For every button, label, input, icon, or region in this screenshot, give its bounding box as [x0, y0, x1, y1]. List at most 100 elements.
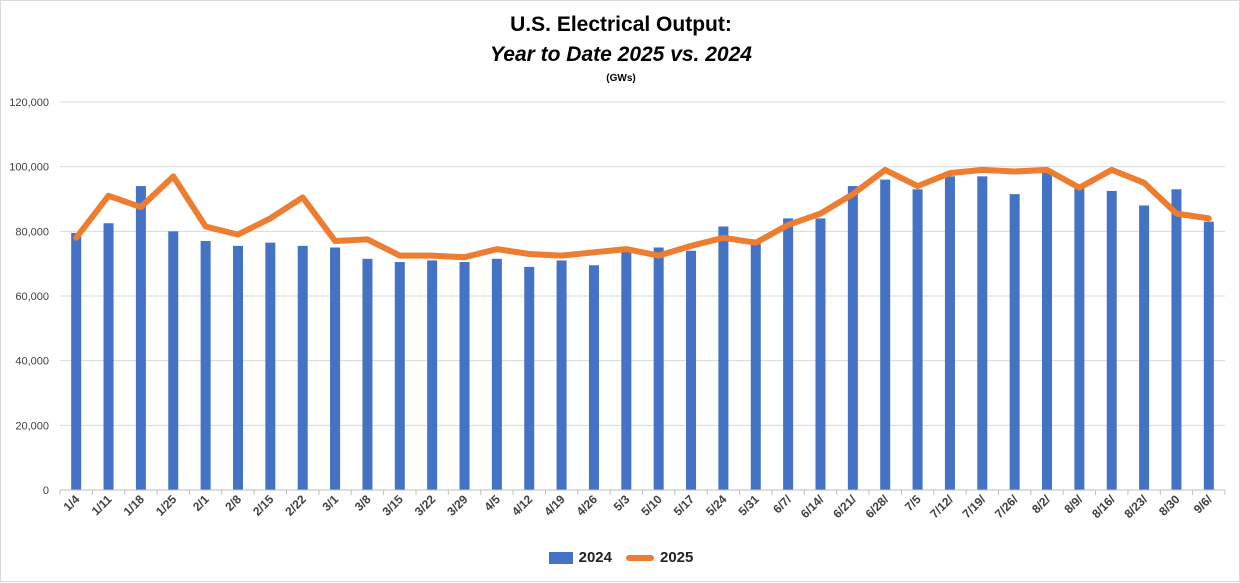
point-2025	[561, 255, 563, 257]
point-2025	[464, 256, 466, 258]
point-2025	[140, 206, 142, 208]
bar-2024	[491, 258, 502, 490]
legend-item-2024: 2024	[548, 549, 612, 566]
x-tick-label: 4/12	[509, 492, 536, 519]
y-tick-label: 20,000	[15, 420, 49, 432]
x-axis: 1/4 1/11 1/18 1/25 2/1 2/8 2/15 2/22 3/1 3/8 3/15 3…	[59, 489, 1226, 521]
y-tick-label: 60,000	[15, 291, 49, 303]
x-tick-label: 7/5	[902, 492, 924, 514]
bar-2024	[330, 247, 341, 490]
chart-title: U.S. Electrical Output:	[510, 13, 732, 36]
x-tick-label: 7/26/	[992, 492, 1021, 521]
x-tick-label: 5/24	[703, 492, 730, 519]
bar-2024	[168, 231, 179, 491]
point-2025	[625, 248, 627, 250]
x-tick-label: 3/29	[444, 492, 471, 519]
point-2025	[1143, 182, 1145, 184]
bar-2024	[912, 189, 923, 491]
x-tick-label: 5/10	[638, 492, 665, 519]
y-tick-label: 40,000	[15, 356, 49, 368]
x-tick-label: 1/11	[89, 492, 115, 518]
bar-2024	[265, 242, 276, 490]
point-2025	[269, 217, 271, 219]
bar-2024	[524, 266, 535, 490]
point-2025	[399, 255, 401, 257]
point-2025	[852, 193, 854, 195]
point-2025	[334, 240, 336, 242]
bar-2024	[1074, 187, 1085, 490]
bar-2024	[686, 250, 697, 490]
gridlines	[60, 101, 1225, 426]
legend-label-2024: 2024	[578, 549, 612, 566]
bar-2024	[944, 176, 955, 490]
bar-2024	[135, 186, 146, 491]
bar-2024	[427, 260, 438, 490]
bar-2024	[1139, 205, 1150, 490]
y-tick-label: 100,000	[9, 162, 49, 174]
bar-2024	[977, 176, 988, 490]
x-tick-label: 7/12/	[927, 492, 956, 521]
bar-2024	[588, 265, 599, 490]
bar-2024	[718, 226, 729, 490]
point-2025	[884, 169, 886, 171]
point-2025	[108, 195, 110, 197]
point-2025	[1014, 171, 1016, 173]
bar-2024	[1009, 194, 1020, 490]
point-2025	[819, 213, 821, 215]
bar-2024	[232, 245, 243, 490]
legend: 2024 2025	[1, 549, 1240, 566]
point-2025	[755, 242, 757, 244]
x-tick-label: 8/16/	[1089, 492, 1118, 521]
point-2025	[302, 196, 304, 198]
point-2025	[917, 185, 919, 187]
y-tick-label: 80,000	[15, 226, 49, 238]
bar-2024	[880, 179, 891, 490]
point-2025	[75, 237, 77, 239]
x-tick-label: 2/22	[282, 492, 309, 519]
bar-2024	[783, 218, 794, 490]
x-tick-label: 5/31	[735, 492, 762, 519]
bar-2024	[556, 260, 567, 490]
point-2025	[949, 172, 951, 174]
point-2025	[1046, 169, 1048, 171]
point-2025	[593, 251, 595, 253]
point-2025	[1208, 217, 1210, 219]
legend-swatch-2024	[548, 551, 573, 564]
unit-label: (GWs)	[606, 73, 636, 84]
series-2025-line-group	[73, 166, 1212, 261]
bar-2024	[394, 262, 405, 490]
x-tick-label: 2/1	[190, 492, 212, 514]
point-2025	[1078, 187, 1080, 189]
x-tick-label: 8/9/	[1061, 492, 1086, 517]
point-2025	[658, 255, 660, 257]
bar-2024	[815, 218, 826, 490]
x-tick-label: 1/18	[121, 492, 148, 519]
x-tick-label: 3/22	[412, 492, 439, 519]
x-tick-label: 7/19/	[960, 492, 989, 521]
y-tick-label: 120,000	[9, 97, 49, 109]
x-tick-label: 8/23/	[1121, 492, 1150, 521]
x-tick-label: 9/6/	[1191, 492, 1216, 517]
point-2025	[981, 169, 983, 171]
x-tick-label: 8/30	[1156, 492, 1183, 519]
point-2025	[1111, 169, 1113, 171]
bar-2024	[459, 262, 470, 490]
point-2025	[496, 248, 498, 250]
x-tick-label: 1/25	[153, 492, 180, 519]
x-tick-label: 4/5	[481, 492, 503, 514]
x-tick-label: 6/21/	[830, 492, 859, 521]
x-tick-label: 6/14/	[798, 492, 827, 521]
series-2025-line	[73, 166, 1212, 261]
bar-2024	[653, 247, 664, 490]
point-2025	[528, 253, 530, 255]
legend-label-2025: 2025	[660, 549, 694, 566]
bar-2024	[362, 258, 373, 490]
chart-subtitle: Year to Date 2025 vs. 2024	[490, 43, 752, 66]
point-2025	[237, 234, 239, 236]
bar-2024	[1042, 169, 1053, 490]
x-tick-label: 3/15	[379, 492, 406, 519]
x-tick-label: 8/2/	[1029, 492, 1054, 517]
x-tick-label: 2/15	[250, 492, 277, 519]
legend-item-2025: 2025	[626, 549, 693, 566]
